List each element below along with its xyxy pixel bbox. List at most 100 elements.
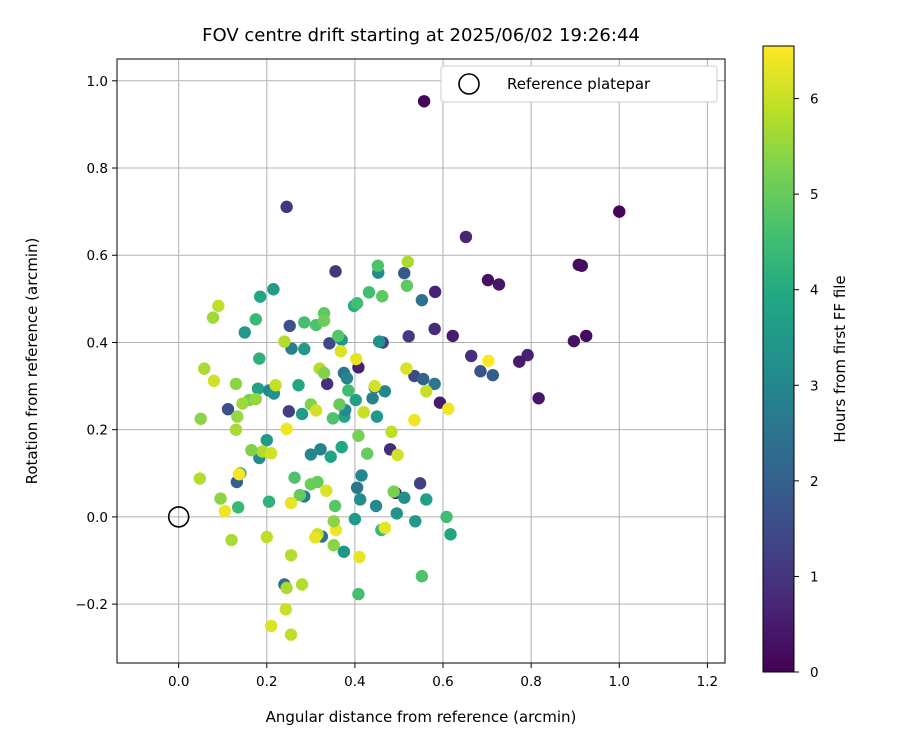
data-point <box>391 448 404 462</box>
y-tick-label: 0.0 <box>87 510 108 526</box>
data-point <box>309 531 322 544</box>
data-point <box>372 335 386 348</box>
data-point <box>328 499 342 513</box>
data-point <box>334 344 348 358</box>
data-point <box>398 491 411 504</box>
y-tick-label: 0.4 <box>87 335 108 351</box>
data-point <box>280 581 293 595</box>
data-point <box>331 329 345 343</box>
data-point <box>262 495 276 508</box>
data-point <box>444 528 457 541</box>
data-point <box>376 290 389 303</box>
data-point <box>521 348 534 362</box>
data-point <box>575 259 589 272</box>
data-point <box>352 429 365 442</box>
x-axis-ticks: 0.0 0.2 0.4 0.6 0.8 1.0 1.2 <box>168 663 718 690</box>
y-tick-label: −0.2 <box>75 597 108 613</box>
x-axis-label: Angular distance from reference (arcmin) <box>266 708 577 726</box>
y-tick-label: 0.8 <box>87 161 108 177</box>
data-point <box>278 335 291 348</box>
data-points <box>193 95 626 641</box>
data-point <box>481 273 495 287</box>
data-point <box>253 290 267 303</box>
data-point <box>284 496 298 510</box>
colorbar-tick-label: 3 <box>810 378 819 394</box>
data-point <box>212 299 225 313</box>
data-point <box>218 505 232 518</box>
data-point <box>613 205 626 218</box>
plot-frame <box>116 58 726 664</box>
legend-box <box>440 65 718 103</box>
data-point <box>311 475 324 489</box>
data-point <box>280 200 293 214</box>
data-point <box>350 352 363 366</box>
data-point <box>295 578 309 591</box>
x-tick-label: 0.2 <box>256 674 277 690</box>
data-point <box>398 266 411 280</box>
data-point <box>350 481 364 494</box>
data-point <box>415 293 429 307</box>
x-tick-label: 0.0 <box>168 674 189 690</box>
data-point <box>249 313 262 326</box>
data-point <box>279 603 292 616</box>
data-point <box>366 392 379 405</box>
data-point <box>260 530 273 544</box>
data-point <box>298 316 311 329</box>
data-point <box>326 412 340 425</box>
y-axis-label: Rotation from reference (arcmin) <box>23 238 41 485</box>
data-point <box>342 384 355 397</box>
data-point <box>428 285 442 299</box>
data-point <box>353 550 366 564</box>
data-point <box>320 377 334 391</box>
y-tick-label: 1.0 <box>87 74 108 90</box>
data-point <box>317 366 331 380</box>
data-point <box>265 619 278 633</box>
data-point <box>260 433 273 447</box>
data-point <box>253 352 266 365</box>
data-point <box>408 413 421 427</box>
data-point <box>267 283 280 296</box>
data-point <box>417 95 431 108</box>
data-point <box>221 402 235 416</box>
data-point <box>238 326 251 339</box>
x-tick-label: 1.2 <box>697 674 718 690</box>
data-point <box>333 398 346 411</box>
data-point <box>357 406 370 419</box>
data-point <box>371 259 385 272</box>
x-tick-label: 0.8 <box>520 674 541 690</box>
data-point <box>280 422 293 436</box>
data-point <box>323 337 336 350</box>
data-point <box>482 354 495 367</box>
data-point <box>194 412 207 425</box>
colorbar-tick-label: 0 <box>810 665 819 681</box>
data-point <box>409 515 422 528</box>
data-point <box>206 311 220 324</box>
data-point <box>370 410 384 423</box>
data-point <box>284 628 298 641</box>
data-point <box>335 440 348 454</box>
data-point <box>304 448 318 461</box>
data-point <box>265 447 278 460</box>
data-point <box>387 485 400 498</box>
data-point <box>282 405 296 418</box>
colorbar: 0 1 2 3 4 5 6 Hours from first FF file <box>762 45 849 681</box>
data-point <box>417 372 430 386</box>
data-point <box>440 510 453 524</box>
y-axis-ticks: −0.2 0.0 0.2 0.4 0.6 0.8 1.0 <box>75 74 117 613</box>
data-point <box>580 329 593 343</box>
data-point <box>283 319 296 333</box>
legend: Reference platepar <box>440 65 718 103</box>
data-point <box>513 355 526 368</box>
data-point <box>324 450 337 463</box>
data-point <box>474 365 487 378</box>
data-point <box>236 397 249 410</box>
data-point <box>402 330 415 343</box>
legend-label-reference: Reference platepar <box>507 75 651 93</box>
data-point <box>446 329 459 343</box>
data-point <box>314 443 327 456</box>
data-point <box>532 392 545 405</box>
data-point <box>225 533 238 547</box>
data-point <box>420 385 433 398</box>
data-point <box>292 379 305 392</box>
colorbar-label: Hours from first FF file <box>831 275 849 442</box>
